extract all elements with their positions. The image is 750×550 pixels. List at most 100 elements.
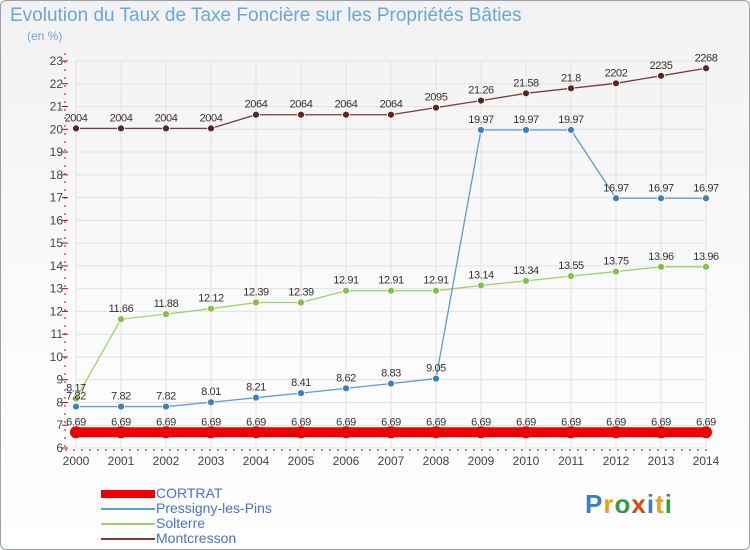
data-point-solterre [342, 286, 350, 295]
data-label-solterre: 13.96 [648, 251, 674, 263]
x-tick-label: 2010 [513, 454, 540, 468]
legend-label: Montcresson [156, 530, 237, 546]
legend-swatch [101, 490, 155, 498]
data-label-montcresson: 2004 [110, 112, 133, 124]
data-point-cortrat [295, 426, 307, 439]
data-point-pressigny-les-pins [657, 194, 665, 203]
data-point-solterre [432, 286, 440, 295]
data-point-montcresson [72, 124, 80, 133]
data-point-cortrat [565, 426, 577, 439]
data-label-solterre: 8.17 [66, 383, 86, 395]
x-tick-label: 2001 [108, 454, 135, 468]
data-point-cortrat [70, 426, 82, 439]
data-label-montcresson: 2064 [245, 99, 268, 111]
data-label-cortrat: 6.69 [381, 416, 401, 428]
data-point-montcresson [342, 110, 350, 119]
x-tick-label: 2007 [378, 454, 405, 468]
data-point-cortrat [340, 426, 352, 439]
data-label-pressigny-les-pins: 16.97 [693, 182, 719, 194]
data-point-montcresson [117, 124, 125, 133]
y-tick-label: 20 [50, 122, 64, 136]
y-tick-label: 21 [50, 100, 64, 114]
data-point-solterre [387, 286, 395, 295]
data-label-pressigny-les-pins: 9.05 [426, 363, 446, 375]
data-point-montcresson [297, 110, 305, 119]
data-label-pressigny-les-pins: 7.82 [66, 391, 86, 403]
logo-letter: i [646, 489, 656, 519]
data-point-montcresson [387, 110, 395, 119]
logo-letter: r [603, 489, 615, 519]
logo-letter: i [664, 489, 673, 519]
data-point-solterre [657, 262, 665, 271]
data-label-montcresson: 21.26 [468, 85, 494, 97]
data-label-pressigny-les-pins: 19.97 [513, 114, 539, 126]
data-label-montcresson: 2235 [650, 60, 673, 72]
chart-unit-subtitle: (en %) [27, 29, 63, 43]
legend-swatch [101, 508, 155, 510]
logo-letter: t [655, 489, 665, 519]
data-label-solterre: 13.96 [693, 251, 719, 263]
data-point-solterre [702, 262, 710, 271]
y-tick-label: 10 [50, 350, 64, 364]
data-point-cortrat [610, 426, 622, 439]
data-point-cortrat [430, 426, 442, 439]
data-point-pressigny-les-pins [612, 194, 620, 203]
data-point-pressigny-les-pins [297, 389, 305, 398]
data-label-montcresson: 21.8 [561, 72, 581, 84]
data-label-pressigny-les-pins: 7.82 [111, 391, 131, 403]
data-label-cortrat: 6.69 [336, 416, 356, 428]
data-label-montcresson: 2004 [65, 112, 88, 124]
data-label-cortrat: 6.69 [696, 416, 716, 428]
x-tick-label: 2004 [243, 454, 270, 468]
data-point-cortrat [205, 426, 217, 439]
y-tick-label: 19 [50, 145, 64, 159]
data-point-solterre [567, 272, 575, 281]
data-label-pressigny-les-pins: 8.21 [246, 382, 266, 394]
data-label-pressigny-les-pins: 8.83 [381, 368, 401, 380]
x-tick-label: 2012 [603, 454, 630, 468]
data-point-montcresson [432, 103, 440, 112]
data-point-cortrat [700, 426, 712, 439]
data-label-pressigny-les-pins: 16.97 [603, 182, 629, 194]
data-label-solterre: 13.34 [513, 265, 539, 277]
logo-letter: P [585, 489, 604, 519]
data-point-cortrat [115, 426, 127, 439]
y-tick-label: 18 [50, 168, 64, 182]
data-label-solterre: 12.91 [423, 275, 449, 287]
x-tick-label: 2000 [63, 454, 90, 468]
data-label-montcresson: 2064 [335, 99, 358, 111]
data-label-cortrat: 6.69 [606, 416, 626, 428]
data-label-solterre: 13.75 [603, 256, 629, 268]
data-label-montcresson: 2064 [380, 99, 403, 111]
data-label-solterre: 13.55 [558, 260, 584, 272]
proxiti-logo: Proxiti [585, 489, 673, 520]
data-label-cortrat: 6.69 [426, 416, 446, 428]
x-tick-label: 2002 [153, 454, 180, 468]
data-point-montcresson [612, 79, 620, 88]
data-label-montcresson: 2064 [290, 99, 313, 111]
y-tick-label: 6 [56, 441, 63, 455]
legend-swatch [101, 523, 155, 525]
x-tick-label: 2006 [333, 454, 360, 468]
data-label-solterre: 11.88 [154, 298, 179, 310]
data-label-solterre: 13.14 [468, 269, 494, 281]
data-point-montcresson [702, 64, 710, 73]
data-label-cortrat: 6.69 [156, 416, 176, 428]
data-point-solterre [612, 267, 620, 276]
data-point-cortrat [520, 426, 532, 439]
data-point-pressigny-les-pins [162, 402, 170, 411]
x-tick-label: 2014 [693, 454, 720, 468]
data-label-cortrat: 6.69 [516, 416, 536, 428]
legend-label: Solterre [156, 515, 206, 531]
data-label-cortrat: 6.69 [66, 416, 86, 428]
data-point-solterre [162, 310, 170, 319]
data-label-solterre: 12.39 [243, 287, 269, 299]
data-label-montcresson: 21.58 [513, 77, 539, 89]
data-point-cortrat [385, 426, 397, 439]
data-label-pressigny-les-pins: 16.97 [648, 182, 674, 194]
data-label-solterre: 12.39 [288, 287, 314, 299]
data-point-montcresson [657, 71, 665, 80]
data-point-pressigny-les-pins [252, 393, 260, 402]
